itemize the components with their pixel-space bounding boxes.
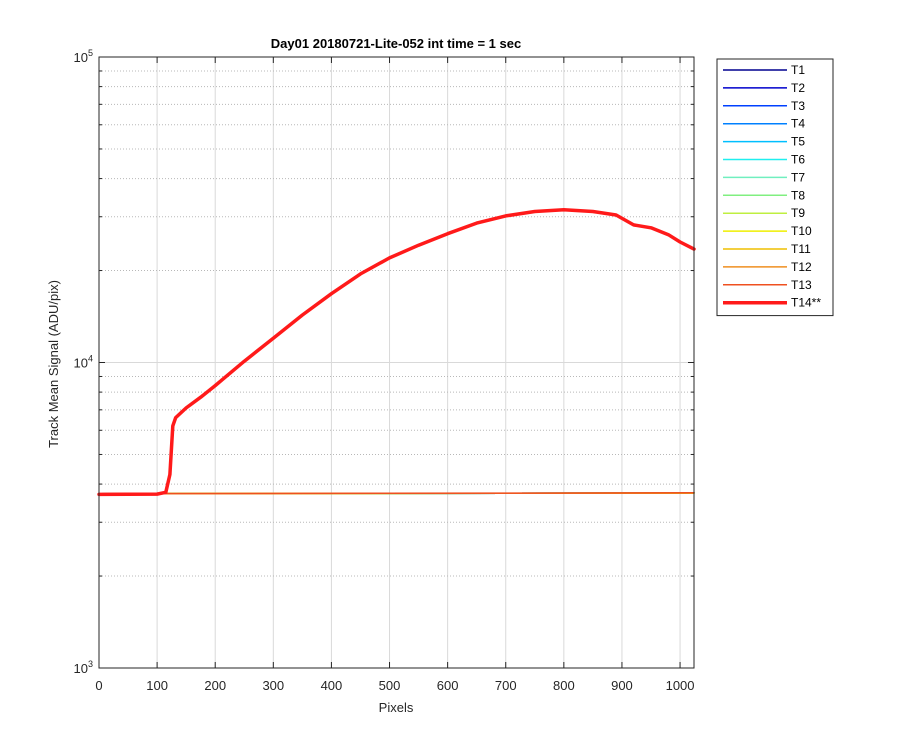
y-axis-label: Track Mean Signal (ADU/pix) <box>46 280 61 448</box>
y-tick-label: 103 <box>74 659 93 676</box>
series-line-T13 <box>98 492 695 495</box>
series-line-T14 <box>97 208 696 497</box>
legend-label: T5 <box>791 135 805 149</box>
legend: T1 T2 T3 T4 T5 T6 T7 T8 T9 T10 T11 T12 T13 T14** <box>716 58 834 317</box>
legend-label: T2 <box>791 81 805 95</box>
legend-label: T4 <box>791 117 805 131</box>
x-tick-label: 800 <box>553 678 575 693</box>
x-tick-label: 100 <box>146 678 168 693</box>
chart-title: Day01 20180721-Lite-052 int time = 1 sec <box>271 36 521 51</box>
x-tick-label: 300 <box>262 678 284 693</box>
legend-label: T1 <box>791 63 805 77</box>
legend-label: T6 <box>791 153 805 167</box>
grid-lines <box>98 56 694 669</box>
x-tick-label: 0 <box>95 678 102 693</box>
legend-label: T13 <box>791 278 812 292</box>
series-layer <box>97 208 696 497</box>
x-tick-label: 500 <box>379 678 401 693</box>
x-tick-label: 900 <box>611 678 633 693</box>
legend-label: T10 <box>791 224 812 238</box>
tick-labels: 0 100 200 300 400 500 600 700 800 900 1000 103 104 10… <box>74 48 695 693</box>
legend-label: T9 <box>791 206 805 220</box>
x-tick-label: 200 <box>204 678 226 693</box>
legend-label: T3 <box>791 99 805 113</box>
tick-marks <box>98 56 694 669</box>
legend-box <box>716 58 834 317</box>
x-tick-label: 1000 <box>666 678 695 693</box>
legend-label: T12 <box>791 260 812 274</box>
x-tick-label: 600 <box>437 678 459 693</box>
x-tick-label: 700 <box>495 678 517 693</box>
x-tick-label: 400 <box>321 678 343 693</box>
legend-label: T11 <box>791 242 811 256</box>
legend-label: T14** <box>791 296 821 310</box>
y-tick-label: 105 <box>74 48 93 65</box>
legend-label: T7 <box>791 170 805 184</box>
x-axis-label: Pixels <box>379 700 414 715</box>
legend-label: T8 <box>791 188 805 202</box>
y-tick-label: 104 <box>74 354 93 371</box>
